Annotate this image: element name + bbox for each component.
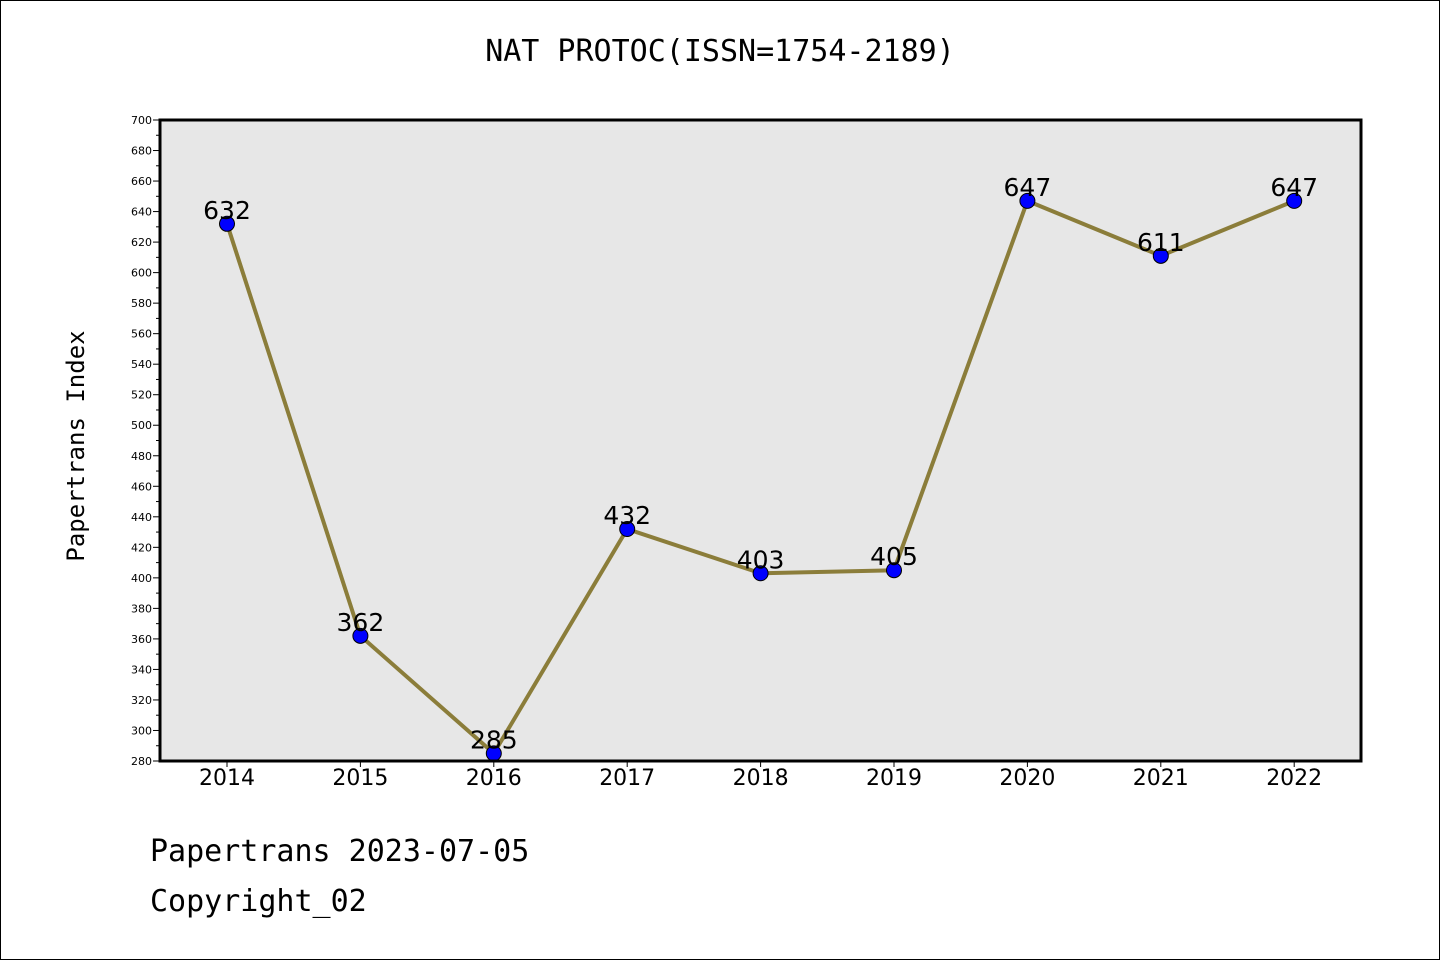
y-tick-label: 520 xyxy=(131,389,152,402)
data-point xyxy=(1152,247,1169,264)
data-label: 647 xyxy=(1004,173,1052,202)
data-label: 362 xyxy=(337,608,385,637)
y-tick-label: 280 xyxy=(131,755,152,768)
x-tick-label: 2016 xyxy=(466,766,522,791)
y-tick-label: 480 xyxy=(131,450,152,463)
y-tick-label: 560 xyxy=(131,328,152,341)
y-tick-label: 400 xyxy=(131,572,152,585)
y-tick-label: 460 xyxy=(131,480,152,493)
plot-area xyxy=(160,120,1361,761)
y-tick-label: 540 xyxy=(131,358,152,371)
data-label: 611 xyxy=(1137,228,1185,257)
data-label: 632 xyxy=(203,196,251,225)
data-point xyxy=(352,627,369,644)
data-point xyxy=(219,215,235,232)
footer-copyright: Copyright_02 xyxy=(150,884,367,919)
data-point xyxy=(1286,192,1303,209)
y-tick-label: 300 xyxy=(131,724,152,737)
x-tick-label: 2019 xyxy=(866,766,922,791)
x-tick-label: 2014 xyxy=(199,766,255,791)
y-tick-label: 360 xyxy=(131,633,152,646)
chart-title: NAT PROTOC(ISSN=1754-2189) xyxy=(485,34,955,69)
data-label: 285 xyxy=(470,725,518,754)
y-tick-label: 500 xyxy=(131,419,152,432)
footer-date: Papertrans 2023-07-05 xyxy=(150,834,530,869)
y-tick-label: 440 xyxy=(131,511,152,524)
y-tick-label: 580 xyxy=(131,297,152,310)
y-tick-label: 700 xyxy=(131,114,152,127)
y-tick-label: 320 xyxy=(131,694,152,707)
y-tick-label: 680 xyxy=(131,145,152,158)
y-tick-label: 640 xyxy=(131,206,152,219)
x-tick-label: 2018 xyxy=(733,766,789,791)
x-tick-label: 2021 xyxy=(1133,766,1189,791)
y-tick-label: 380 xyxy=(131,602,152,615)
data-label: 403 xyxy=(737,545,785,574)
data-point xyxy=(886,562,902,579)
x-tick-label: 2017 xyxy=(599,766,655,791)
x-tick-label: 2022 xyxy=(1266,766,1322,791)
data-label: 647 xyxy=(1270,173,1318,202)
x-tick-label: 2020 xyxy=(999,766,1055,791)
y-tick-label: 620 xyxy=(131,236,152,249)
y-tick-label: 660 xyxy=(131,175,152,188)
data-labels-group: 632 362 285 432 403 405 647 611 647 xyxy=(203,173,1318,754)
y-tick-label: 340 xyxy=(131,663,152,676)
plot-border xyxy=(158,118,1363,763)
y-axis-ticks: 280 300 320 340 360 380 400 420 440 460 480 500 520 5… xyxy=(131,114,160,768)
x-tick-label: 2015 xyxy=(332,766,388,791)
markers-group xyxy=(219,192,1303,762)
data-point xyxy=(619,521,636,538)
x-axis-ticks: 2014 2015 2016 2017 2018 2019 2020 2021 2022 xyxy=(199,761,1322,791)
y-tick-label: 600 xyxy=(131,267,152,280)
data-point xyxy=(1019,192,1036,209)
y-tick-label: 420 xyxy=(131,541,152,554)
data-point xyxy=(752,565,769,582)
data-label: 405 xyxy=(870,542,918,571)
data-label: 432 xyxy=(603,501,651,530)
